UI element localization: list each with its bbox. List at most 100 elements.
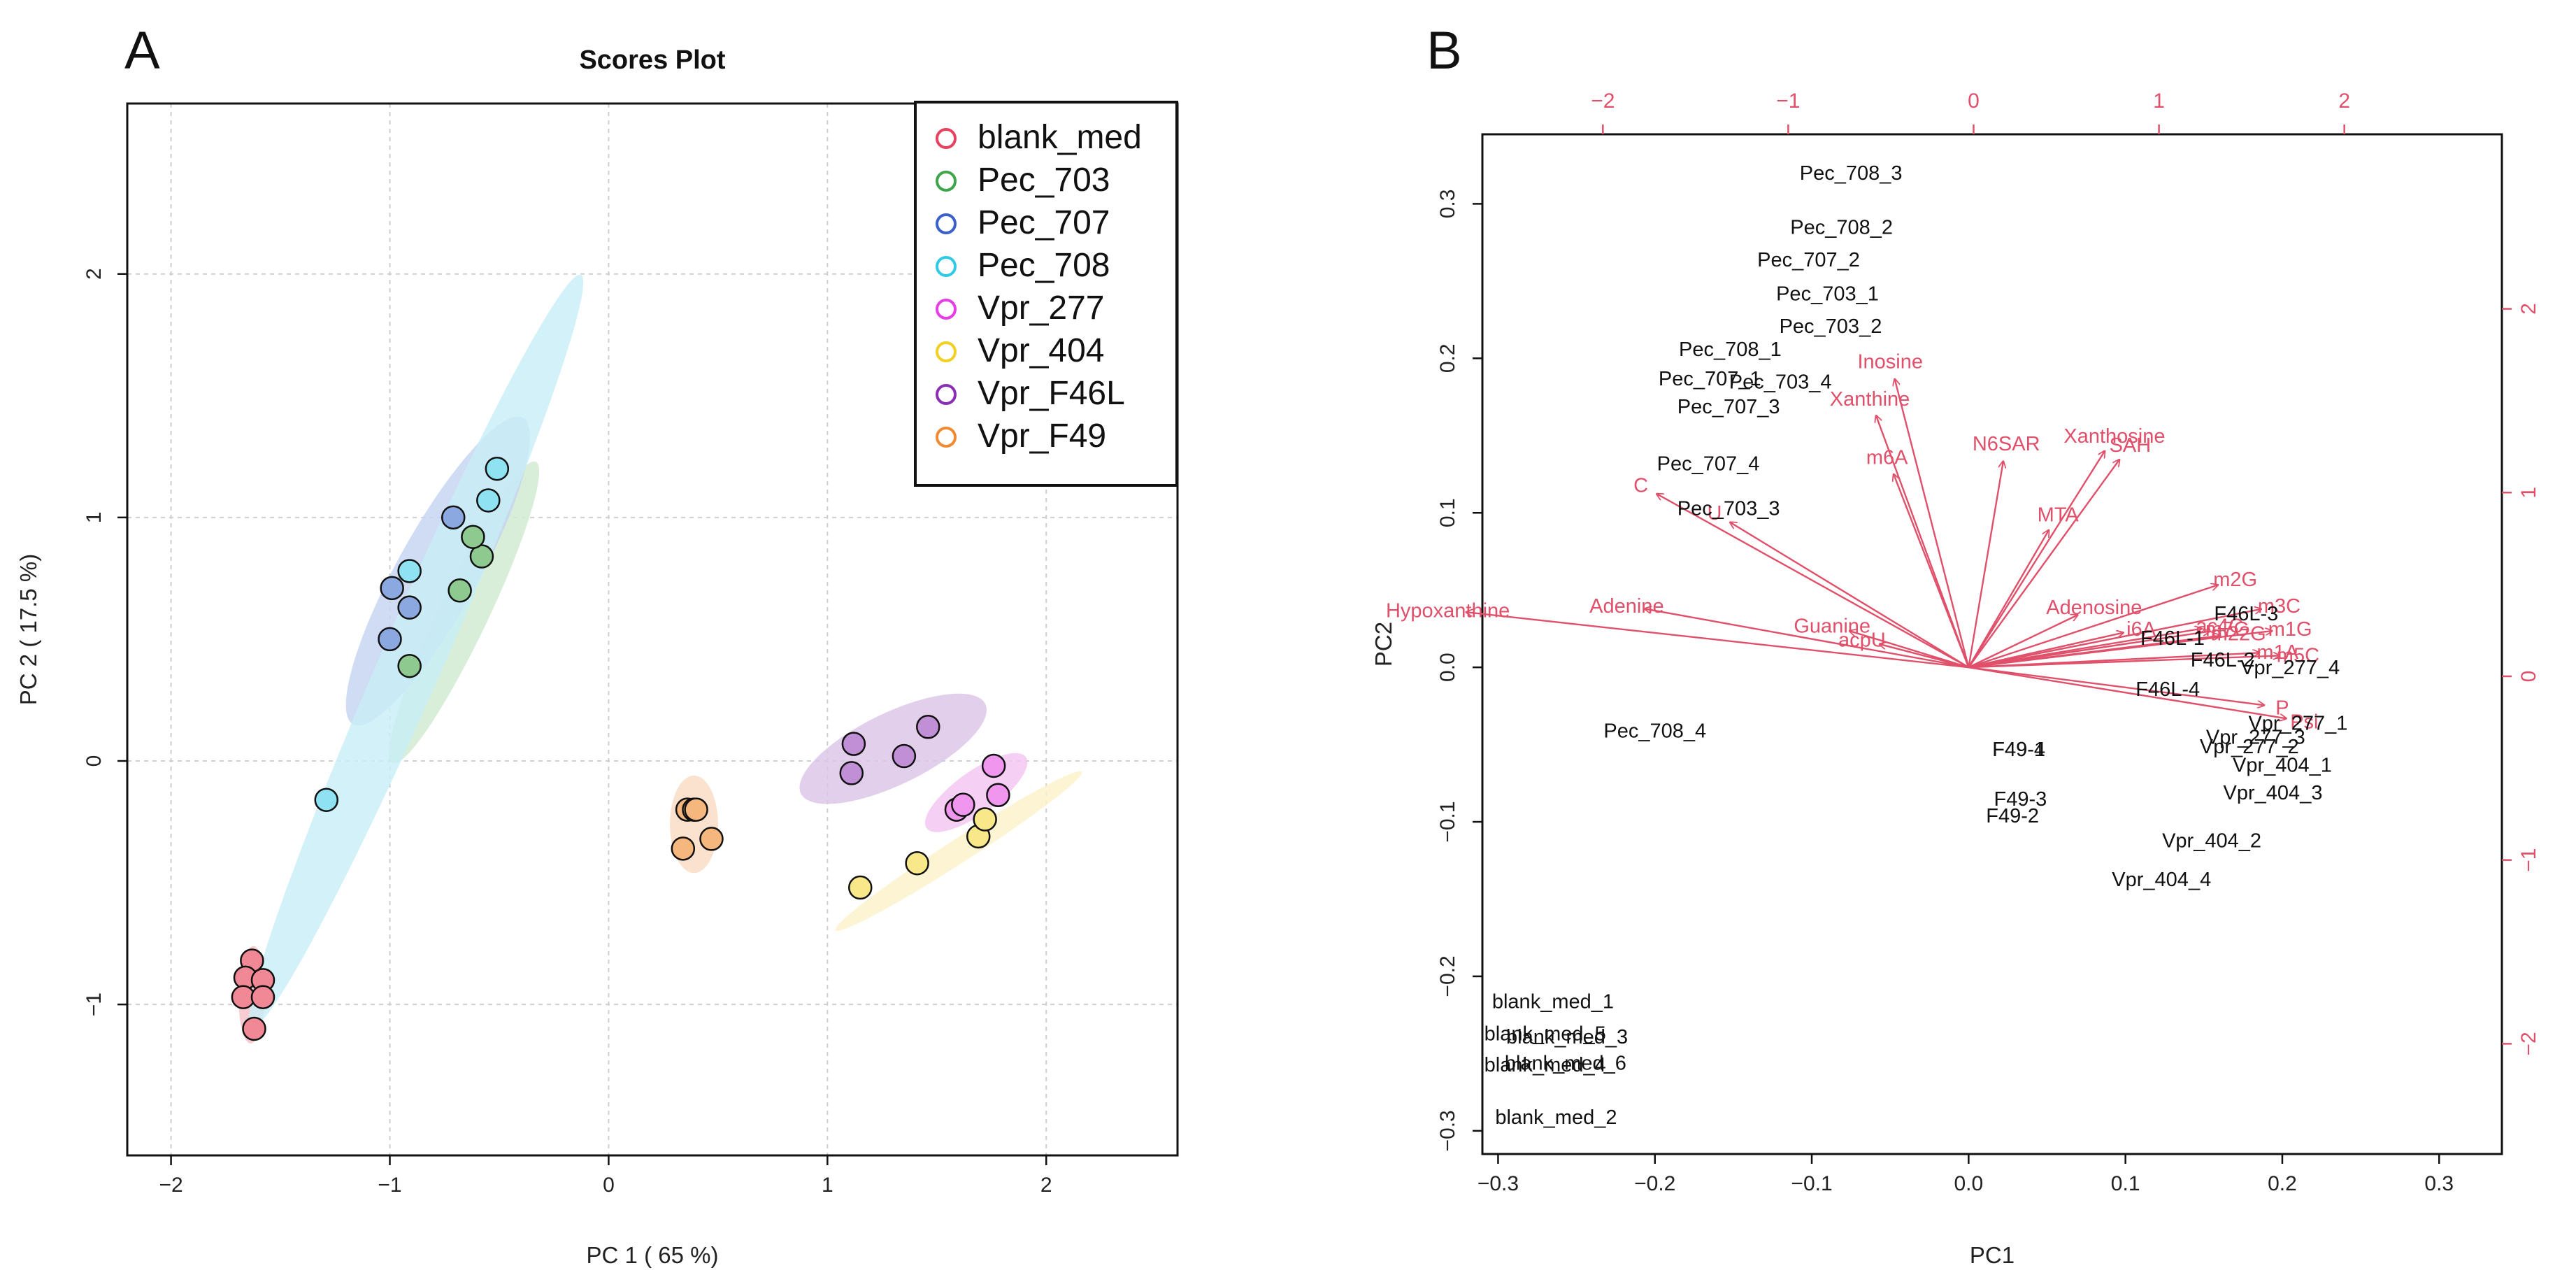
bottom-tick-label-0-2: 0.2 <box>2268 1172 2297 1195</box>
variable-label-m3c: m3C <box>2258 595 2300 618</box>
left-tick-label-0-3: 0.3 <box>1436 190 1459 219</box>
sample-label-pec-707-4: Pec_707_4 <box>1657 453 1760 476</box>
y-tick-label-2: 2 <box>83 268 106 280</box>
bottom-tick-label-0-3: −0.3 <box>1477 1172 1519 1195</box>
sample-label-pec-708-4: Pec_708_4 <box>1603 720 1706 743</box>
legend-marker-blank-med <box>936 128 957 149</box>
sample-label-blank-med-2: blank_med_2 <box>1495 1106 1617 1129</box>
point-vpr-277-2 <box>951 792 975 817</box>
arrow-mta <box>1968 530 2049 668</box>
scores-plot-title: Scores Plot <box>579 45 725 75</box>
sample-label-f49-2: F49-2 <box>1986 805 2039 827</box>
variable-label-guanine: Guanine <box>1794 615 1870 637</box>
legend-label-vpr-f49: Vpr_F49 <box>978 418 1106 455</box>
variable-label-m5c: m5C <box>2277 644 2319 667</box>
point-pec-708-3 <box>476 488 501 513</box>
legend-marker-pec-708 <box>936 256 957 277</box>
arrow-adenine <box>1645 608 1969 669</box>
point-vpr-404-4 <box>973 807 997 832</box>
sample-label-blank-med-5: blank_med_5 <box>1484 1023 1606 1046</box>
variable-label-u: U <box>1707 502 1722 525</box>
variable-label-m2g: m2G <box>2213 569 2257 591</box>
x-tick-label-2: 2 <box>1040 1174 1052 1197</box>
arrow-p <box>1968 666 2264 705</box>
variable-label-m22g: m22G <box>2211 623 2266 646</box>
top-tick-label-1: 1 <box>2153 90 2165 113</box>
scores-points <box>231 456 1010 1041</box>
sample-label-f49-4: F49-4 <box>1992 739 2045 761</box>
sample-label-pec-703-2: Pec_703_2 <box>1780 315 1882 338</box>
legend-label-vpr-277: Vpr_277 <box>978 290 1104 327</box>
arrow-guanine <box>1849 631 1969 669</box>
bottom-tick-label-0-2: −0.2 <box>1634 1172 1675 1195</box>
arrow-n6sar <box>1968 461 2003 668</box>
sample-label-f46l-1: F46L-1 <box>2140 627 2205 650</box>
legend-label-vpr-404: Vpr_404 <box>978 332 1104 369</box>
legend-marker-vpr-404 <box>936 341 957 362</box>
sample-label-vpr-404-2: Vpr_404_2 <box>2162 830 2261 853</box>
arrow-m6a <box>1894 474 1970 668</box>
arrow-m5c <box>1968 655 2280 669</box>
sample-label-pec-703-4: Pec_703_4 <box>1729 371 1832 393</box>
point-blank-med-6 <box>242 1016 266 1041</box>
arrow-adenosine <box>1968 615 2077 669</box>
scores-x-axis: −2 −1 0 1 2 <box>159 1155 1052 1197</box>
legend-marker-vpr-277 <box>936 299 957 320</box>
top-tick-label-2: −2 <box>1591 90 1615 113</box>
ellipse-pec-708 <box>248 274 584 1028</box>
biplot-frame <box>1481 133 2503 1155</box>
point-vpr-f49-3 <box>684 797 708 822</box>
biplot-sample-labels: Pec_708_3 Pec_708_2 Pec_707_2 Pec_703_1 Pec_… <box>1484 162 2348 1129</box>
sample-label-vpr-277-2: Vpr_277_2 <box>2200 736 2299 758</box>
variable-label-mta: MTA <box>2038 504 2080 526</box>
sample-label-blank-med-1: blank_med_1 <box>1492 990 1614 1013</box>
point-pec-708-1 <box>314 788 339 812</box>
left-tick-label-0-1: −0.1 <box>1436 801 1459 842</box>
legend-label-pec-708: Pec_708 <box>978 247 1110 284</box>
sample-label-vpr-277-1: Vpr_277_1 <box>2248 713 2347 735</box>
arrow-acpu <box>1880 644 1969 669</box>
bottom-tick-label-0-3: 0.3 <box>2424 1172 2454 1195</box>
sample-label-pec-708-2: Pec_708_2 <box>1790 217 1893 239</box>
point-pec-703-4 <box>461 525 485 549</box>
panel-a-label: A <box>124 21 160 80</box>
arrow-ac4c <box>1968 629 2201 669</box>
left-tick-label-0-2: −0.2 <box>1436 955 1459 997</box>
variable-label-adenosine: Adenosine <box>2046 597 2142 619</box>
y-tick-label-1: −1 <box>83 992 106 1016</box>
legend-label-pec-707: Pec_707 <box>978 204 1110 241</box>
right-tick-label-1: −1 <box>2517 848 2540 872</box>
sample-label-pec-708-1: Pec_708_1 <box>1679 339 1782 361</box>
variable-label-m6a: m6A <box>1866 447 1908 469</box>
variable-label-xanthine: Xanthine <box>1830 388 1910 411</box>
arrow-inosine <box>1895 379 1970 668</box>
sample-label-pec-707-1: Pec_707_1 <box>1659 368 1761 390</box>
sample-label-blank-med-6: blank_med_6 <box>1505 1053 1626 1075</box>
x-tick-label-1: 1 <box>822 1174 833 1197</box>
legend-marker-vpr-f46l <box>936 384 957 405</box>
sample-label-f46l-3: F46L-3 <box>2214 603 2278 625</box>
arrow-m1g <box>1968 631 2272 669</box>
sample-label-pec-707-2: Pec_707_2 <box>1757 249 1860 271</box>
legend-label-pec-703: Pec_703 <box>978 162 1110 199</box>
biplot-bottom-axis: −0.3 −0.2 −0.1 0.0 0.1 0.2 0.3 <box>1477 1154 2454 1195</box>
biplot-left-axis: −0.3 −0.2 −0.1 0.0 0.1 0.2 0.3 <box>1436 190 1482 1151</box>
sample-label-vpr-404-1: Vpr_404_1 <box>2233 754 2332 776</box>
variable-label-m7g: m7G <box>2205 618 2249 641</box>
bottom-tick-label-0: 0.0 <box>1954 1172 1983 1195</box>
x-tick-label-1: −1 <box>378 1174 401 1197</box>
sample-label-vpr-277-4: Vpr_277_4 <box>2240 657 2340 679</box>
variable-label-inosine: Inosine <box>1857 351 1923 373</box>
biplot-y-axis-label: PC2 <box>1371 622 1396 667</box>
arrow-u <box>1730 522 1969 669</box>
variable-label-ac4c: ac4C <box>2196 615 2243 637</box>
point-pec-707-1 <box>378 627 402 652</box>
left-tick-label-0: 0.0 <box>1436 653 1459 682</box>
variable-label-xanthosine: Xanthosine <box>2063 425 2165 448</box>
left-tick-label-0-1: 0.1 <box>1436 498 1459 527</box>
sample-label-blank-med-3: blank_med_3 <box>1506 1026 1628 1048</box>
point-vpr-404-2 <box>905 850 929 876</box>
sample-label-blank-med-4: blank_med_4 <box>1484 1054 1606 1076</box>
